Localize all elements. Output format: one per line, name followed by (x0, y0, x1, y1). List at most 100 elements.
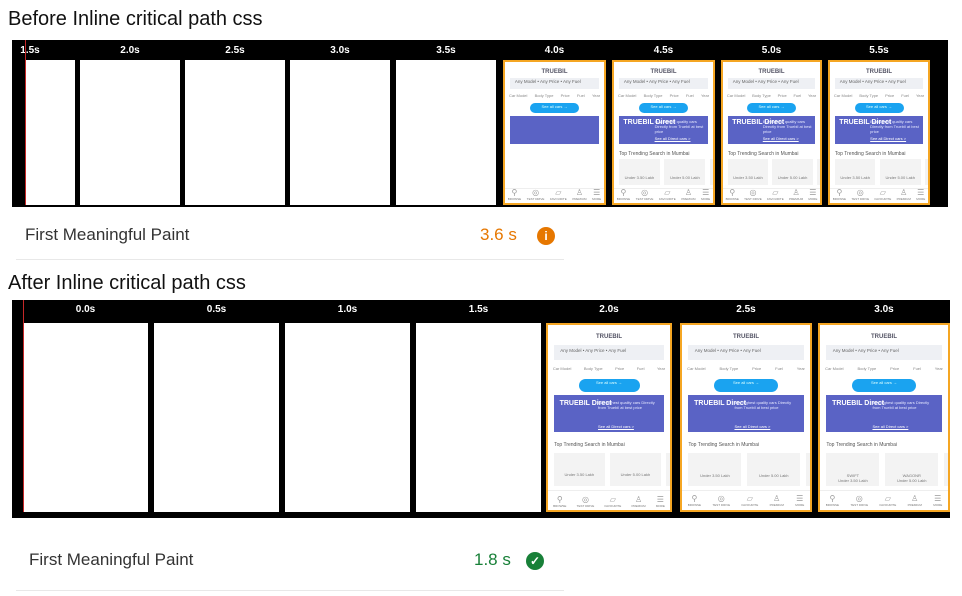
timeline-marker (23, 300, 24, 512)
nav-label: FAVOURITE (658, 197, 676, 202)
trending-heading: Top Trending Search in Mumbai (826, 441, 897, 448)
trending-cards: Under 3.50 Lakh Under 5.00 Lakh Under 6 (618, 159, 713, 185)
search-bar: Any Model • Any Price • Any Fuel (618, 77, 709, 89)
filter-label: Fuel (793, 93, 802, 99)
trending-card: Under 6 (806, 452, 810, 486)
trending-card: Under 6 (817, 159, 820, 185)
timestamp: 1.5s (468, 304, 489, 315)
nav-icon: ⚲ (829, 494, 836, 504)
nav-item: ☰ MORE (592, 188, 601, 201)
filter-label: Car Model (508, 93, 528, 99)
filmstrip-frame (416, 323, 541, 512)
nav-item: ☰ MORE (701, 188, 710, 201)
card-label: Under 5.00 Lakh (896, 478, 927, 484)
nav-label: MORE (701, 197, 711, 202)
filmstrip-frame (290, 60, 390, 205)
nav-label: PREMIUM (788, 197, 804, 202)
filter-label: Fuel (913, 365, 921, 371)
banner-link: See all Direct cars > (872, 423, 909, 429)
search-bar: Any Model • Any Price • Any Fuel (509, 77, 600, 89)
nav-label: PREMIUM (896, 197, 911, 202)
nav-icon: ◎ (856, 188, 864, 198)
filter-label: Car Model (552, 365, 572, 371)
nav-label: TEST DRIVE (526, 197, 545, 202)
timestamp: 1.0s (337, 304, 358, 315)
search-bar: Any Model • Any Price • Any Fuel (826, 345, 942, 361)
nav-item: ◎ TEST DRIVE (851, 188, 869, 201)
banner-text: Buy highest quality cars Directly from T… (654, 118, 704, 134)
nav-icon: ◎ (717, 494, 725, 504)
bottom-nav: ⚲ BROWSE ◎ TEST DRIVE ▱ FAVOURITE ♙ PREMIUM ☰ MOR… (830, 187, 928, 204)
timestamp: 3.5s (436, 45, 456, 56)
trending-card: Under 3.50 Lakh (727, 159, 768, 185)
filter-label: Body Type (534, 93, 554, 99)
nav-item: ▱ FAVOURITE (604, 495, 621, 508)
nav-item: ▱ FAVOURITE (767, 188, 784, 201)
card-label: Under 6 (944, 478, 948, 483)
card-label: Under 6 (925, 175, 928, 180)
filter-label: Body Type (857, 365, 877, 371)
nav-icon: ♙ (634, 494, 643, 504)
filter-label: Price (752, 365, 762, 371)
nav-label: MORE (795, 503, 805, 508)
nav-label: BROWSE (832, 197, 847, 202)
banner-link: See all Direct cars > (762, 135, 799, 141)
filter-label: Car Model (687, 365, 706, 371)
page-thumbnail: TRUEBIL Any Model • Any Price • Any Fuel C… (723, 62, 820, 203)
nav-item: ⚲ BROWSE (688, 494, 701, 507)
check-circle-icon: ✓ (526, 552, 544, 570)
nav-label: BROWSE (507, 197, 522, 202)
info-icon: i (537, 227, 555, 245)
filter-label: Year (591, 93, 601, 99)
see-all-cars-button: See all cars → (852, 378, 916, 392)
filmstrip-frame: TRUEBIL Any Model • Any Price • Any Fuel C… (818, 323, 950, 512)
direct-banner: TRUEBIL Direct Buy highest quality cars D… (554, 395, 664, 433)
filmstrip-frame (80, 60, 180, 205)
filter-row: Car Model Body Type Price Fuel Year (687, 366, 805, 371)
page-thumbnail: TRUEBIL Any Model • Any Price • Any Fuel C… (614, 62, 713, 203)
search-bar: Any Model • Any Price • Any Fuel (688, 345, 804, 361)
nav-icon: ▱ (879, 188, 886, 198)
card-label: Under 6 (817, 175, 820, 180)
nav-icon: ▱ (772, 188, 779, 198)
filmstrip-before: 1.5s 2.0s 2.5s 3.0s 3.5s 4.0s TRUEBIL Any Model… (12, 40, 948, 207)
page-thumbnail: TRUEBIL Any Model • Any Price • Any Fuel C… (682, 325, 810, 510)
nav-icon: ♙ (792, 188, 800, 198)
trending-heading: Top Trending Search in Mumbai (618, 150, 690, 157)
direct-banner: TRUEBIL Direct Buy highest quality cars D… (618, 115, 709, 144)
nav-item: ◎ TEST DRIVE (577, 495, 595, 508)
metric-row-before: First Meaningful Paint 3.6 s i (16, 210, 564, 260)
nav-label: FAVOURITE (766, 197, 784, 202)
filter-label: Fuel (576, 93, 585, 99)
trending-cards: Under 3.50 Lakh Under 5.00 Lakh Under 6 (834, 159, 928, 185)
card-label: Under 3.50 Lakh (564, 472, 595, 478)
trending-card: Under 3.50 Lakh (834, 159, 876, 185)
filter-row: Car Model Body Type Price Fuel Year (834, 93, 924, 98)
direct-banner (509, 115, 600, 144)
nav-item: ◎ TEST DRIVE (636, 188, 654, 201)
page-thumbnail: TRUEBIL Any Model • Any Price • Any Fuel C… (830, 62, 928, 203)
nav-label: BROWSE (616, 197, 631, 202)
trending-card: Under 3.50 Lakh (688, 452, 742, 486)
nav-label: TEST DRIVE (635, 197, 654, 202)
nav-item: ◎ TEST DRIVE (850, 494, 868, 507)
nav-label: PREMIUM (681, 197, 696, 202)
filter-label: Price (885, 93, 895, 99)
nav-item: ▱ FAVOURITE (874, 188, 891, 201)
nav-label: TEST DRIVE (712, 503, 731, 508)
truebil-logo: TRUEBIL (758, 69, 785, 76)
filmstrip-frame: TRUEBIL Any Model • Any Price • Any Fuel C… (828, 60, 930, 205)
trending-heading: Top Trending Search in Mumbai (688, 441, 759, 448)
timestamp: 5.0s (761, 45, 782, 56)
filter-label: Car Model (726, 93, 746, 99)
trending-card: Under 5.00 Lakh (747, 452, 801, 486)
filmstrip-frame (396, 60, 496, 205)
truebil-logo: TRUEBIL (650, 69, 677, 76)
trending-card: Under 5.00 Lakh (879, 159, 921, 185)
truebil-logo: TRUEBIL (541, 69, 568, 76)
see-all-cars-button: See all cars → (578, 378, 640, 392)
nav-icon: ⚲ (556, 494, 563, 504)
page-thumbnail: TRUEBIL Any Model • Any Price • Any Fuel C… (505, 62, 604, 203)
timestamp: 3.0s (330, 45, 350, 56)
before-title: Before Inline critical path css (8, 8, 263, 30)
